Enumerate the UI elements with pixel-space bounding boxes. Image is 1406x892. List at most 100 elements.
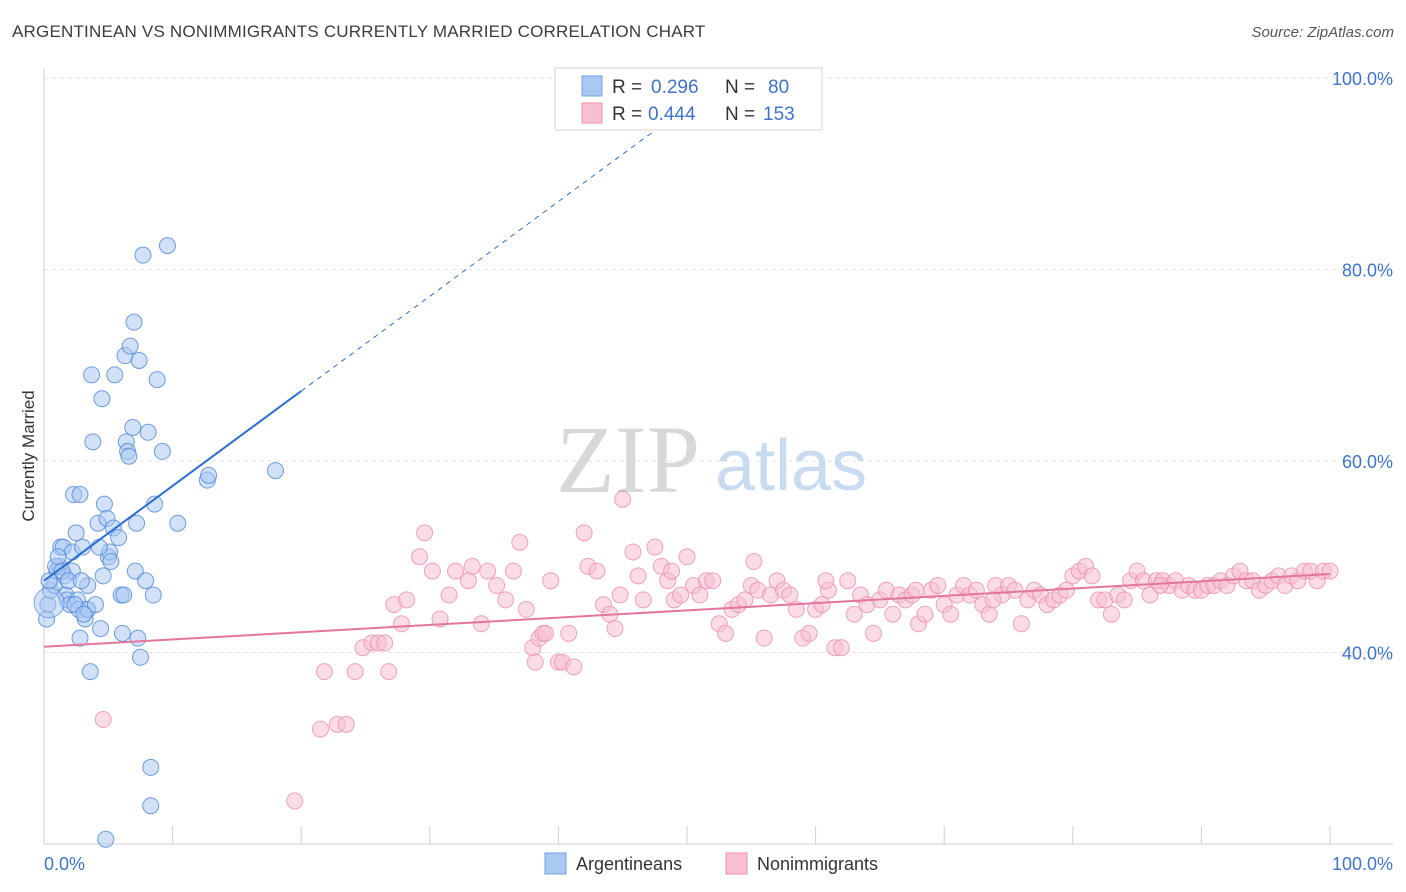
data-point bbox=[398, 591, 416, 609]
data-point bbox=[124, 418, 142, 436]
data-point bbox=[93, 390, 111, 408]
data-point bbox=[142, 758, 160, 776]
data-point bbox=[864, 624, 882, 642]
data-point bbox=[717, 624, 735, 642]
data-point bbox=[984, 591, 1002, 609]
data-point bbox=[134, 246, 152, 264]
data-point bbox=[33, 587, 65, 619]
data-point bbox=[128, 514, 146, 532]
legend-swatch-blue bbox=[581, 75, 603, 97]
data-point bbox=[423, 562, 441, 580]
data-point bbox=[1006, 581, 1024, 599]
data-point bbox=[84, 433, 102, 451]
data-point bbox=[542, 572, 560, 590]
data-point bbox=[94, 567, 112, 585]
data-point bbox=[624, 543, 642, 561]
data-point bbox=[517, 600, 535, 618]
data-point bbox=[755, 629, 773, 647]
data-point bbox=[346, 663, 364, 681]
data-point bbox=[75, 605, 93, 623]
data-point bbox=[144, 586, 162, 604]
data-point bbox=[634, 591, 652, 609]
data-point bbox=[504, 562, 522, 580]
data-point bbox=[691, 586, 709, 604]
data-point bbox=[158, 237, 176, 255]
data-point bbox=[817, 572, 835, 590]
source-note: Source: ZipAtlas.com bbox=[1251, 24, 1394, 41]
data-point bbox=[95, 495, 113, 513]
data-point bbox=[315, 663, 333, 681]
data-point bbox=[611, 586, 629, 604]
data-point bbox=[560, 624, 578, 642]
data-point bbox=[1057, 581, 1075, 599]
data-point bbox=[459, 572, 477, 590]
data-point bbox=[884, 605, 902, 623]
data-point bbox=[94, 711, 112, 729]
legend-r-label-2: R = bbox=[612, 104, 642, 125]
data-point bbox=[120, 447, 138, 465]
data-point bbox=[663, 562, 681, 580]
data-point bbox=[286, 792, 304, 810]
data-point bbox=[139, 423, 157, 441]
data-point bbox=[311, 720, 329, 738]
data-point bbox=[704, 572, 722, 590]
data-point bbox=[200, 466, 218, 484]
data-point bbox=[447, 562, 465, 580]
data-point bbox=[113, 624, 131, 642]
x-tick-label: 100.0% bbox=[1332, 854, 1393, 874]
legend-r-label-1: R = bbox=[612, 77, 642, 98]
data-point bbox=[672, 586, 690, 604]
data-point bbox=[479, 562, 497, 580]
x-tick-labels: 0.0% 100.0% bbox=[44, 854, 1393, 874]
data-point bbox=[72, 572, 90, 590]
data-point bbox=[431, 610, 449, 628]
legend-n-label-1: N = bbox=[725, 77, 755, 98]
data-point bbox=[916, 605, 934, 623]
data-point bbox=[125, 313, 143, 331]
y-axis-label: Currently Married bbox=[19, 390, 38, 521]
data-point bbox=[629, 567, 647, 585]
bottom-legend: Argentineans Nonimmigrants bbox=[544, 852, 878, 875]
data-point bbox=[380, 663, 398, 681]
data-point bbox=[86, 596, 104, 614]
data-point bbox=[121, 337, 139, 355]
data-point bbox=[49, 548, 67, 566]
data-point bbox=[588, 562, 606, 580]
data-point bbox=[606, 620, 624, 638]
legend-r-value-1: 0.296 bbox=[651, 77, 699, 98]
data-point bbox=[148, 371, 166, 389]
data-point bbox=[942, 605, 960, 623]
data-point bbox=[565, 658, 583, 676]
data-point bbox=[472, 615, 490, 633]
data-point bbox=[130, 351, 148, 369]
data-point bbox=[745, 553, 763, 571]
y-tick-label: 40.0% bbox=[1342, 644, 1393, 664]
legend-n-label-2: N = bbox=[725, 104, 755, 125]
data-point bbox=[129, 629, 147, 647]
chart-title: ARGENTINEAN VS NONIMMIGRANTS CURRENTLY M… bbox=[12, 22, 706, 41]
series-nonimmigrants bbox=[94, 490, 1339, 810]
data-point bbox=[110, 529, 128, 547]
data-point bbox=[90, 538, 108, 556]
trend-line-nonimmigrants bbox=[43, 572, 1331, 648]
data-point bbox=[800, 624, 818, 642]
data-point bbox=[71, 629, 89, 647]
data-point bbox=[1115, 591, 1133, 609]
data-point bbox=[115, 586, 133, 604]
data-point bbox=[153, 442, 171, 460]
data-point bbox=[376, 634, 394, 652]
data-point bbox=[967, 581, 985, 599]
series-argentineans bbox=[33, 237, 284, 848]
data-point bbox=[488, 576, 506, 594]
legend-swatch-pink bbox=[581, 102, 603, 124]
watermark-atlas: atlas bbox=[715, 426, 867, 506]
trend-line-argentineans bbox=[43, 390, 302, 582]
data-point bbox=[463, 557, 481, 575]
data-point bbox=[907, 581, 925, 599]
data-point bbox=[1083, 567, 1101, 585]
data-point bbox=[497, 591, 515, 609]
data-point bbox=[1012, 615, 1030, 633]
y-tick-label: 100.0% bbox=[1332, 69, 1393, 89]
data-point bbox=[83, 366, 101, 384]
bottom-legend-swatch-nonimmigrants bbox=[725, 852, 748, 875]
